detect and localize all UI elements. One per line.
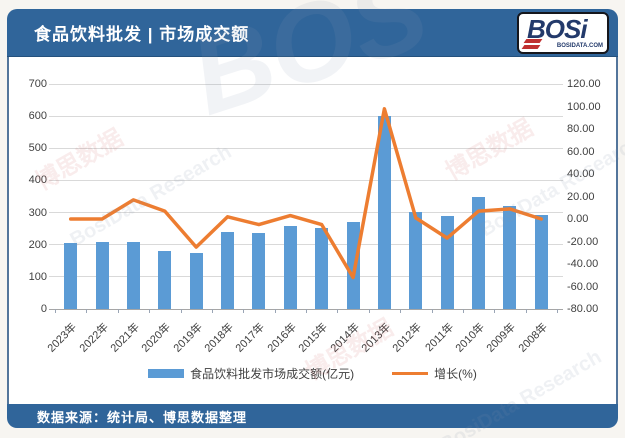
secondary-axis-tick-label: 40.00: [567, 168, 595, 180]
bar: [126, 242, 140, 309]
x-axis-category-label: 2022年: [77, 321, 111, 355]
bar: [158, 251, 172, 309]
gridline: [49, 244, 563, 246]
chart-plot-area: 0 100 200 300 400 500 600 700 -80.00 -60.00 -40.00…: [29, 78, 601, 315]
x-axis-category-label: 2009年: [484, 321, 519, 355]
legend: 食品饮料批发市场成交额(亿元) 增长(%): [9, 365, 616, 382]
page-title: 食品饮料批发 | 市场成交额: [34, 25, 250, 44]
y-axis-tick-label: 200: [28, 238, 47, 251]
secondary-axis-tick-label: -40.00: [567, 258, 599, 270]
growth-line: [68, 107, 544, 280]
line-series-marker-icon: [392, 372, 429, 375]
x-axis-category-label: 2018年: [202, 321, 237, 355]
y-axis-tick-label: 600: [28, 110, 47, 123]
gridline: [49, 115, 563, 117]
legend-item-line-series: 增长(%): [392, 365, 477, 382]
x-axis-category-label: 2017年: [233, 321, 268, 355]
bar: [252, 232, 266, 309]
x-axis-tick: [494, 309, 496, 313]
x-axis-category-label: 2020年: [139, 321, 174, 355]
bar: [472, 196, 486, 309]
x-axis-tick: [117, 309, 119, 313]
bar: [377, 116, 391, 309]
secondary-axis-tick-label: 20.00: [567, 190, 595, 203]
y-axis-tick-label: 300: [28, 206, 47, 219]
x-axis-category-label: 2021年: [108, 321, 143, 355]
x-axis-tick: [86, 309, 88, 313]
x-axis-tick: [243, 309, 245, 313]
x-axis-tick: [557, 309, 558, 313]
x-axis-category-label: 2015年: [296, 321, 331, 355]
chart-body: 0 100 200 300 400 500 600 700 -80.00 -60.00 -40.00…: [7, 57, 618, 404]
logo-stripe-icon: [521, 45, 541, 49]
x-axis-category-label: 2010年: [453, 321, 488, 355]
secondary-axis-tick-label: -20.00: [567, 235, 599, 248]
x-axis-category-label: 2012年: [390, 321, 425, 355]
gridline: [49, 276, 563, 278]
x-axis-tick: [306, 309, 307, 313]
bar: [503, 206, 517, 309]
chart-header: 食品饮料批发 | 市场成交额 BOSi BOSIDATA.COM: [7, 9, 618, 57]
bar: [221, 231, 235, 309]
secondary-axis-tick-label: 100.00: [567, 100, 601, 113]
secondary-axis-tick-label: -60.00: [567, 280, 599, 293]
legend-label: 增长(%): [434, 367, 477, 381]
secondary-axis-tick-label: 120.00: [567, 78, 601, 90]
report-card: 食品饮料批发 | 市场成交额 BOSi BOSIDATA.COM 0 100 200…: [7, 9, 618, 428]
x-axis-tick: [149, 309, 151, 313]
x-axis-tick: [274, 309, 276, 313]
x-axis-category-label: 2011年: [422, 321, 456, 355]
x-axis-category-label: 2014年: [328, 321, 362, 355]
x-axis-labels: 2023年 2022年 2021年 2020年 2019年 2018年 2017年 2016年…: [46, 311, 557, 361]
gridline: [49, 147, 563, 149]
x-axis-tick: [180, 309, 182, 313]
y-axis-tick-label: 700: [28, 78, 47, 90]
x-axis-category-label: 2019年: [171, 321, 205, 355]
data-source-text: 数据来源：统计局、博思数据整理: [37, 409, 248, 425]
bar: [409, 211, 423, 309]
bar: [64, 243, 78, 309]
x-axis-category-label: 2023年: [45, 321, 80, 355]
x-axis-tick: [211, 309, 213, 313]
bar: [283, 226, 297, 309]
bar: [346, 222, 360, 309]
y-axis-tick-label: 400: [28, 174, 47, 187]
x-axis-tick: [368, 309, 370, 313]
x-axis-tick: [525, 309, 527, 313]
x-axis-category-label: 2016年: [265, 321, 299, 355]
x-axis-category-label: 2013年: [359, 321, 394, 355]
bar: [315, 228, 329, 309]
bosi-logo: BOSi BOSIDATA.COM: [517, 12, 609, 54]
gridline: [49, 83, 563, 85]
x-axis-tick: [55, 309, 56, 313]
secondary-axis-tick-label: 60.00: [567, 145, 595, 158]
bar: [440, 215, 454, 309]
x-axis-tick: [337, 309, 339, 313]
secondary-axis-tick-label: 0.00: [567, 213, 589, 225]
gridline: [49, 179, 563, 181]
bar-series-marker-icon: [148, 369, 185, 378]
x-axis-tick: [431, 309, 433, 313]
y-axis-tick-label: 500: [28, 142, 47, 155]
legend-item-bar-series: 食品饮料批发市场成交额(亿元): [148, 365, 354, 382]
x-axis-tick: [462, 309, 464, 313]
y-axis-tick-label: 0: [40, 303, 47, 315]
source-footer: 数据来源：统计局、博思数据整理: [7, 404, 618, 428]
bar: [534, 215, 548, 309]
bar: [189, 253, 203, 309]
bar: [95, 242, 109, 309]
gridline: [49, 212, 563, 214]
bosi-logo-domain: BOSIDATA.COM: [556, 43, 603, 49]
x-axis-category-label: 2008年: [516, 321, 550, 355]
y-axis-tick-label: 100: [28, 270, 47, 283]
secondary-axis-tick-label: 80.00: [567, 123, 595, 135]
logo-stripe-icon: [523, 39, 543, 43]
x-axis-tick: [400, 309, 402, 313]
secondary-axis-tick-label: -80.00: [567, 303, 599, 315]
legend-label: 食品饮料批发市场成交额(亿元): [190, 367, 355, 381]
